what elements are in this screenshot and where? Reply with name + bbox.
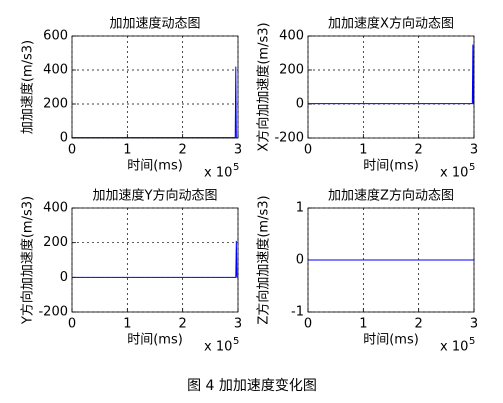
x-multiplier: x 10 — [440, 340, 468, 355]
y-tick-label: -1 — [291, 305, 304, 320]
axes-box — [307, 207, 475, 313]
x-tick-label: 2 — [415, 317, 423, 332]
x-tick-label: 0 — [304, 143, 312, 158]
y-tick-label: 0 — [60, 131, 68, 146]
x-tick-label: 3 — [470, 317, 478, 332]
plot-area — [72, 208, 238, 312]
data-line — [308, 44, 474, 105]
y-tick-label: 600 — [43, 29, 68, 44]
x-axis-label: 时间(ms) — [127, 333, 183, 348]
y-tick-label: 0 — [296, 253, 304, 268]
y-tick-label: 0 — [60, 270, 68, 285]
plot-area — [308, 36, 474, 138]
y-axis-label: 加加速度(m/s3) — [20, 40, 36, 134]
y-tick-label: 400 — [279, 29, 304, 44]
subplot-title: 加加速度Y方向动态图 — [93, 188, 218, 204]
y-axis-label: X方向加加速度(m/s3) — [256, 22, 272, 151]
y-tick-label: 200 — [43, 97, 68, 112]
x-tick-label: 1 — [359, 317, 367, 332]
x-tick-label: 1 — [123, 317, 131, 332]
subplot-title: 加加速度X方向动态图 — [328, 16, 454, 32]
x-tick-label: 3 — [470, 143, 478, 158]
y-axis-label: Z方向加加速度(m/s3) — [256, 195, 272, 324]
plot-area — [72, 36, 238, 138]
axes-box — [71, 35, 239, 139]
x-axis-label: 时间(ms) — [363, 159, 419, 174]
x-multiplier-exponent: 5 — [469, 336, 475, 347]
y-tick-label: -200 — [274, 131, 304, 146]
x-tick-label: 2 — [179, 143, 187, 158]
x-tick-label: 0 — [68, 317, 76, 332]
x-axis-label: 时间(ms) — [127, 159, 183, 174]
subplot-title: 加加速度Z方向动态图 — [328, 188, 454, 204]
y-tick-label: 200 — [279, 63, 304, 78]
y-tick-label: 400 — [43, 201, 68, 216]
x-tick-label: 0 — [68, 143, 76, 158]
x-tick-label: 1 — [123, 143, 131, 158]
y-tick-label: 1 — [296, 201, 304, 216]
x-multiplier: x 10 — [204, 340, 232, 355]
x-multiplier: x 10 — [204, 166, 232, 181]
x-tick-label: 0 — [304, 317, 312, 332]
x-tick-label: 2 — [179, 317, 187, 332]
y-axis-label: Y方向加加速度(m/s3) — [20, 196, 36, 325]
y-tick-label: 200 — [43, 235, 68, 250]
y-tick-label: 400 — [43, 63, 68, 78]
data-line — [72, 240, 238, 278]
subplot-title: 加加速度动态图 — [109, 16, 200, 32]
y-tick-label: -200 — [38, 305, 68, 320]
figure-caption: 图 4 加加速度变化图 — [187, 378, 317, 394]
x-multiplier-exponent: 5 — [469, 162, 475, 173]
x-multiplier-exponent: 5 — [233, 336, 239, 347]
axes-box — [71, 207, 239, 313]
x-multiplier-exponent: 5 — [233, 162, 239, 173]
x-tick-label: 1 — [359, 143, 367, 158]
axes-box — [307, 35, 475, 139]
x-tick-label: 2 — [415, 143, 423, 158]
x-multiplier: x 10 — [440, 166, 468, 181]
y-tick-label: 0 — [296, 97, 304, 112]
x-axis-label: 时间(ms) — [363, 333, 419, 348]
x-tick-label: 3 — [234, 317, 242, 332]
x-tick-label: 3 — [234, 143, 242, 158]
